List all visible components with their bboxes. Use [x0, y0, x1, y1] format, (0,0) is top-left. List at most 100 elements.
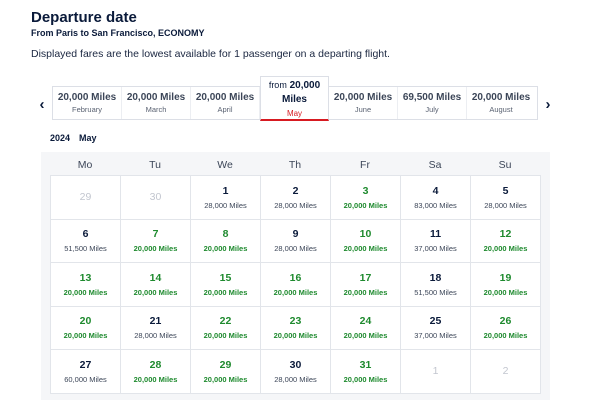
day-number: 7 — [152, 228, 159, 241]
day-number: 12 — [499, 228, 512, 241]
month-tab-name: May — [286, 109, 303, 118]
day-fare: 37,000 Miles — [414, 244, 457, 254]
day-fare: 20,000 Miles — [343, 287, 388, 297]
calendar: Mo Tu We Th Fr Sa Su 29 30 1 28,000 Miles 2 28,000 … — [41, 152, 550, 400]
calendar-day[interactable]: 24 20,000 Miles — [331, 306, 401, 350]
calendar-day[interactable]: 20 20,000 Miles — [51, 306, 121, 350]
calendar-day[interactable]: 1 28,000 Miles — [191, 176, 261, 220]
month-label: May — [79, 133, 97, 143]
day-number: 3 — [362, 184, 369, 197]
calendar-day[interactable]: 31 20,000 Miles — [331, 350, 401, 394]
day-fare: 20,000 Miles — [63, 331, 108, 341]
calendar-day[interactable]: 27 60,000 Miles — [51, 350, 121, 394]
day-fare: 20,000 Miles — [203, 244, 248, 254]
day-fare: 20,000 Miles — [133, 244, 178, 254]
page-title: Departure date — [31, 9, 137, 26]
month-tab-miles: 69,500 Miles — [402, 92, 462, 103]
day-fare: 28,000 Miles — [274, 374, 317, 384]
calendar-day[interactable]: 9 28,000 Miles — [261, 219, 331, 263]
calendar-day[interactable]: 12 20,000 Miles — [471, 219, 541, 263]
day-number: 17 — [359, 271, 372, 284]
month-tab-april[interactable]: 20,000 Miles April — [191, 87, 260, 119]
day-number: 28 — [149, 358, 162, 371]
month-tab-name: March — [145, 105, 167, 114]
day-number: 13 — [79, 271, 92, 284]
month-tab-name: April — [217, 105, 233, 114]
day-number: 15 — [219, 271, 232, 284]
day-fare: 20,000 Miles — [343, 200, 388, 210]
calendar-day[interactable]: 19 20,000 Miles — [471, 263, 541, 307]
calendar-day-outside-month: 30 — [121, 176, 191, 220]
month-tab-february[interactable]: 20,000 Miles February — [53, 87, 122, 119]
month-tab-march[interactable]: 20,000 Miles March — [122, 87, 191, 119]
month-tab-july[interactable]: 69,500 Miles July — [398, 87, 467, 119]
day-fare: 28,000 Miles — [134, 331, 177, 341]
weekday-label: Mo — [77, 159, 93, 171]
day-fare: 20,000 Miles — [343, 374, 388, 384]
day-fare: 83,000 Miles — [414, 200, 457, 210]
month-tab-may[interactable]: from 20,000 Miles May — [260, 76, 329, 121]
day-number: 14 — [149, 271, 162, 284]
calendar-day[interactable]: 11 37,000 Miles — [401, 219, 471, 263]
calendar-day[interactable]: 2 28,000 Miles — [261, 176, 331, 220]
day-number: 25 — [429, 315, 442, 328]
day-fare: 20,000 Miles — [273, 331, 318, 341]
month-tab-miles: 20,000 Miles — [126, 92, 186, 103]
calendar-day[interactable]: 10 20,000 Miles — [331, 219, 401, 263]
day-number: 10 — [359, 228, 372, 241]
day-fare: 20,000 Miles — [63, 287, 108, 297]
from-label: from — [268, 80, 287, 90]
calendar-day[interactable]: 29 20,000 Miles — [191, 350, 261, 394]
day-number: 21 — [149, 315, 162, 328]
calendar-day[interactable]: 28 20,000 Miles — [121, 350, 191, 394]
day-number: 6 — [82, 228, 89, 241]
calendar-day-outside-month: 29 — [51, 176, 121, 220]
calendar-day[interactable]: 18 51,500 Miles — [401, 263, 471, 307]
calendar-day[interactable]: 7 20,000 Miles — [121, 219, 191, 263]
day-number: 8 — [222, 228, 229, 241]
chevron-right-icon[interactable]: › — [545, 96, 551, 113]
calendar-day[interactable]: 8 20,000 Miles — [191, 219, 261, 263]
day-number: 16 — [289, 271, 302, 284]
weekday-label: Fr — [360, 159, 370, 171]
weekday-label: Sa — [428, 159, 442, 171]
weekday-label: Th — [288, 159, 302, 171]
month-tab-miles: 20,000 Miles — [471, 92, 531, 103]
day-number: 26 — [499, 315, 512, 328]
year-label: 2024 — [50, 133, 71, 143]
month-tab-name: February — [71, 105, 102, 114]
calendar-day[interactable]: 23 20,000 Miles — [261, 306, 331, 350]
day-number: 11 — [429, 228, 442, 241]
calendar-day[interactable]: 4 83,000 Miles — [401, 176, 471, 220]
calendar-grid: 29 30 1 28,000 Miles 2 28,000 Miles 3 20,000 Mi… — [50, 175, 541, 394]
calendar-day[interactable]: 17 20,000 Miles — [331, 263, 401, 307]
day-fare: 20,000 Miles — [273, 287, 318, 297]
calendar-day[interactable]: 3 20,000 Miles — [331, 176, 401, 220]
calendar-day[interactable]: 30 28,000 Miles — [261, 350, 331, 394]
chevron-left-icon[interactable]: ‹ — [39, 96, 45, 113]
day-number: 29 — [219, 358, 232, 371]
calendar-day[interactable]: 15 20,000 Miles — [191, 263, 261, 307]
day-fare: 28,000 Miles — [204, 200, 247, 210]
current-year-month: 2024 May — [50, 133, 106, 143]
calendar-day[interactable]: 14 20,000 Miles — [121, 263, 191, 307]
calendar-day[interactable]: 6 51,500 Miles — [51, 219, 121, 263]
miles-unit: Miles — [281, 94, 307, 105]
day-number: 30 — [149, 191, 162, 204]
day-fare: 20,000 Miles — [483, 287, 528, 297]
calendar-day[interactable]: 25 37,000 Miles — [401, 306, 471, 350]
calendar-day[interactable]: 21 28,000 Miles — [121, 306, 191, 350]
weekday-label: Tu — [149, 159, 161, 171]
calendar-day[interactable]: 22 20,000 Miles — [191, 306, 261, 350]
day-fare: 20,000 Miles — [483, 331, 528, 341]
day-number: 19 — [499, 271, 512, 284]
calendar-day[interactable]: 16 20,000 Miles — [261, 263, 331, 307]
calendar-day[interactable]: 5 28,000 Miles — [471, 176, 541, 220]
month-tab-august[interactable]: 20,000 Miles August — [467, 87, 535, 119]
month-tab-june[interactable]: 20,000 Miles June — [329, 87, 398, 119]
fare-info-text: Displayed fares are the lowest available… — [31, 48, 390, 60]
calendar-day[interactable]: 26 20,000 Miles — [471, 306, 541, 350]
day-number: 22 — [219, 315, 232, 328]
day-fare: 51,500 Miles — [414, 287, 457, 297]
calendar-day[interactable]: 13 20,000 Miles — [51, 263, 121, 307]
